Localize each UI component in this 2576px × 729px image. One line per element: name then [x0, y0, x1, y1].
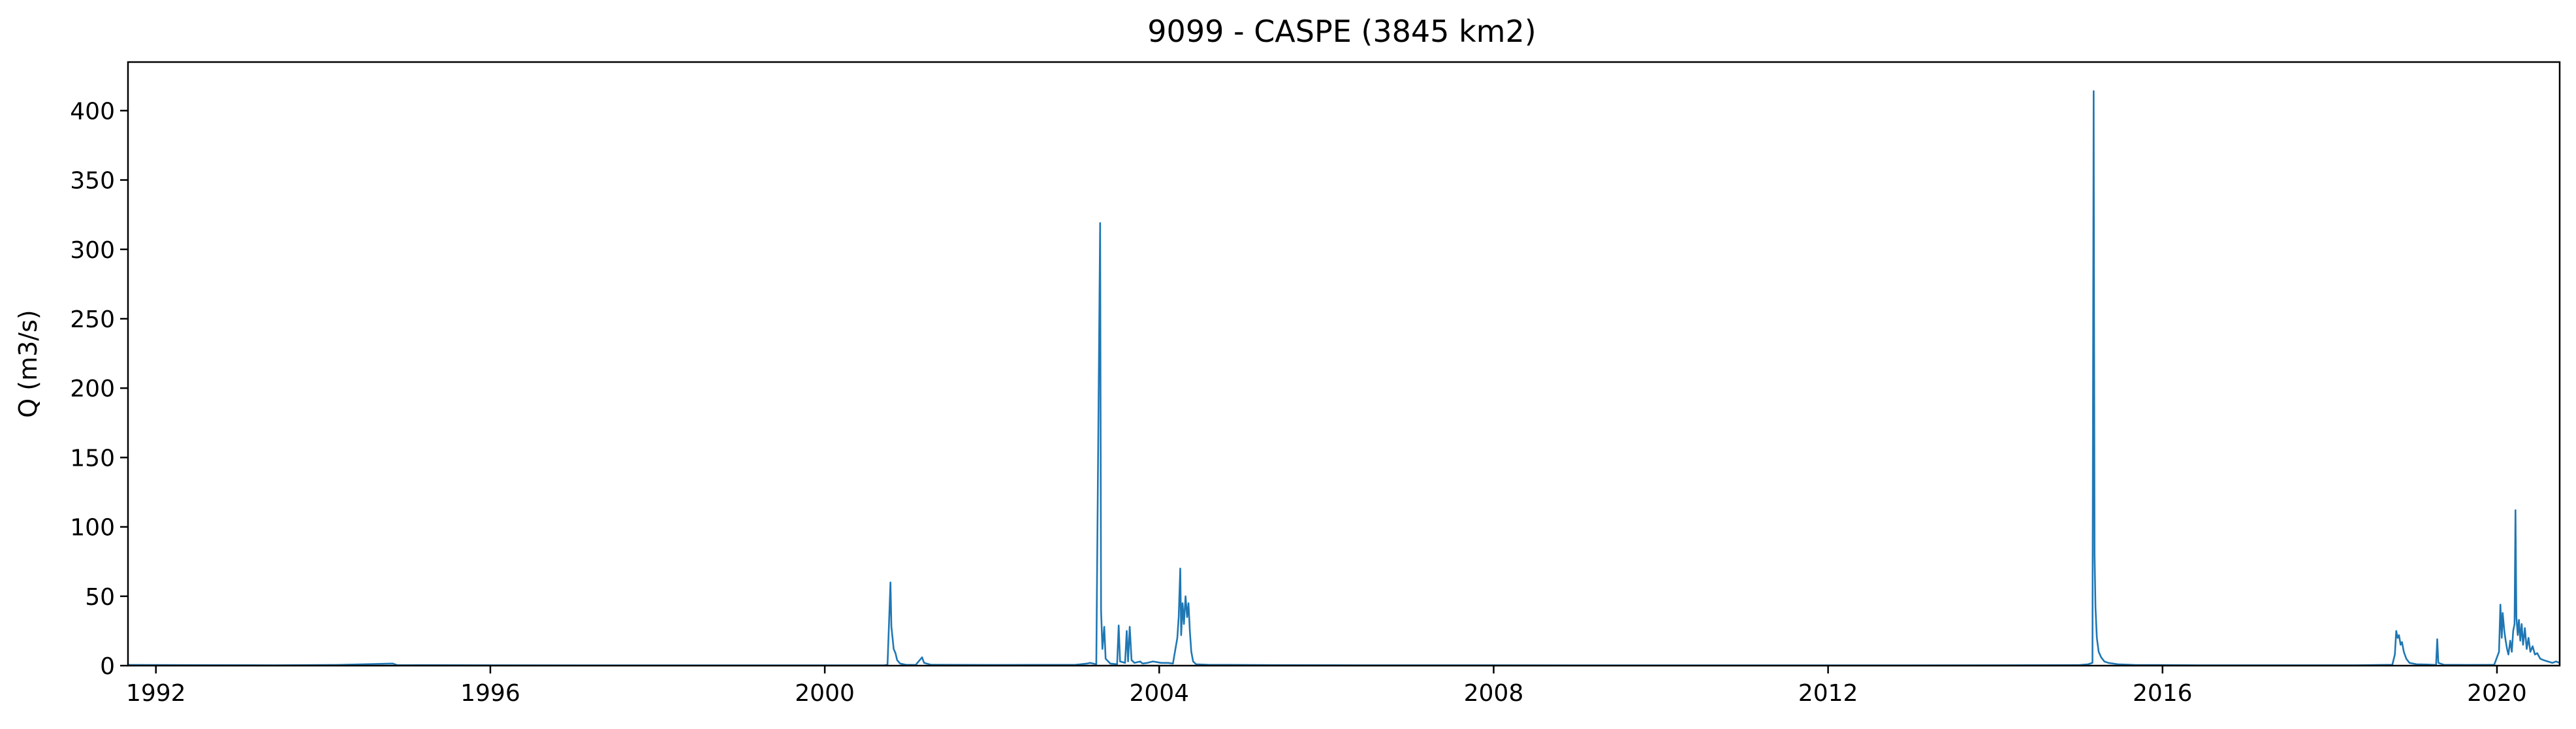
- y-tick-label: 150: [70, 445, 115, 472]
- discharge-series-line: [127, 90, 2560, 666]
- x-tick-label: 2016: [2133, 680, 2193, 707]
- y-axis-label: Q (m3/s): [14, 310, 42, 417]
- y-tick-label: 200: [70, 376, 115, 402]
- chart-title: 9099 - CASPE (3845 km2): [1147, 14, 1536, 49]
- y-tick-label: 350: [70, 168, 115, 195]
- x-tick-label: 1996: [460, 680, 520, 707]
- x-tick-label: 2000: [795, 680, 855, 707]
- x-tick-label: 2008: [1464, 680, 1524, 707]
- y-tick-label: 400: [70, 98, 115, 125]
- x-tick-label: 1992: [126, 680, 186, 707]
- x-tick-label: 2020: [2467, 680, 2527, 707]
- y-tick-label: 300: [70, 237, 115, 264]
- y-tick-label: 250: [70, 306, 115, 333]
- plot-area: 0 50 100 150 200 250 300 350 400 1992 1996 2000 200…: [70, 61, 2561, 707]
- plot-frame: [127, 61, 2561, 667]
- x-axis-ticks: 1992 1996 2000 2004 2008 2012 2016 2020: [126, 666, 2527, 707]
- y-tick-label: 100: [70, 515, 115, 542]
- x-tick-label: 2012: [1798, 680, 1858, 707]
- y-axis-ticks: 0 50 100 150 200 250 300 350 400: [70, 98, 128, 680]
- x-tick-label: 2004: [1129, 680, 1189, 707]
- y-tick-label: 0: [100, 653, 115, 680]
- y-tick-label: 50: [85, 584, 115, 611]
